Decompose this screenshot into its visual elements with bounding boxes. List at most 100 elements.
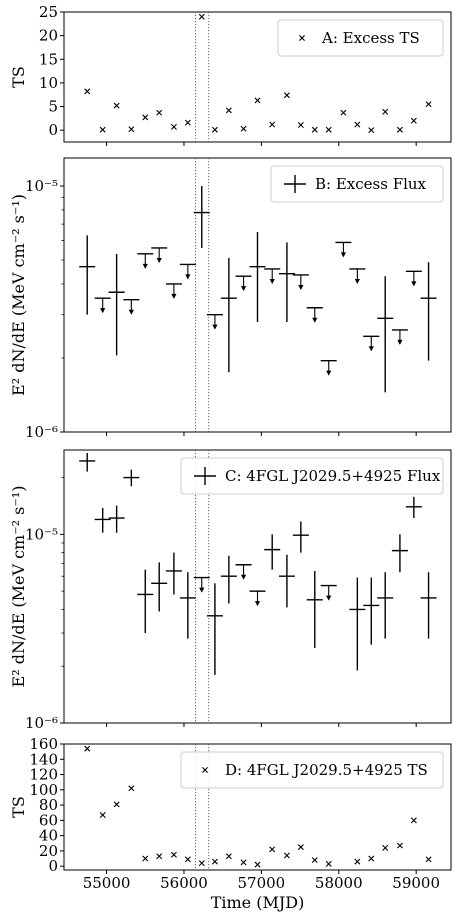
flux-measurement [349, 577, 366, 671]
flux-measurement [292, 521, 309, 553]
data-point [396, 842, 403, 849]
upper-limit [249, 590, 266, 607]
flux-measurement [137, 569, 154, 633]
data-point [382, 844, 389, 851]
data-point [198, 860, 205, 867]
y-tick-label: 10⁻⁵ [25, 525, 58, 543]
panel-C-frame [63, 449, 452, 724]
upper-limit [335, 241, 352, 258]
legend: C: 4FGL J2029.5+4925 Flux [180, 457, 444, 495]
data-point [254, 97, 261, 104]
data-point [283, 92, 290, 99]
flux-measurement [165, 552, 182, 595]
y-tick-label: 15 [39, 50, 58, 68]
y-tick-label: 10 [39, 74, 58, 92]
x-tick-label: 57000 [238, 874, 286, 892]
y-tick-label: 20 [39, 842, 58, 860]
data-point [113, 102, 120, 109]
data-point [128, 126, 135, 133]
upper-limit [137, 253, 154, 269]
y-tick-label: 80 [39, 796, 58, 814]
y-tick-label: 140 [29, 750, 58, 768]
flux-measurement [79, 235, 96, 315]
upper-limit [349, 268, 366, 284]
upper-limit [123, 299, 140, 315]
y-tick-label: 40 [39, 827, 58, 845]
upper-limit [320, 584, 337, 601]
data-point [84, 745, 91, 752]
legend: D: 4FGL J2029.5+4925 TS [180, 751, 444, 789]
data-point [297, 844, 304, 851]
upper-limit [320, 359, 337, 376]
data-point [156, 109, 163, 116]
panel-B-frame [63, 157, 452, 433]
y-tick-label: 160 [29, 735, 58, 753]
data-point [425, 101, 432, 108]
flux-measurement [377, 276, 394, 393]
flux-measurement [278, 554, 295, 608]
flux-measurement [264, 534, 281, 570]
flux-measurement [220, 555, 237, 604]
flux-measurement [420, 262, 437, 361]
flux-measurement [193, 186, 210, 248]
legend-label: A: Excess TS [321, 29, 420, 47]
data-point [225, 107, 232, 114]
y-axis-label: TS [9, 796, 28, 818]
data-point [354, 121, 361, 128]
panel-A: 0 5 10 15 20 25 TS A: Excess TS [9, 3, 452, 146]
panel-A-frame [63, 11, 452, 143]
y-tick-label: 120 [29, 766, 58, 784]
flux-measurement [278, 242, 295, 323]
data-point [425, 856, 432, 863]
panel-D: 55000 56000 57000 58000 59000 020406080100120… [9, 735, 452, 892]
upper-limit [391, 329, 408, 345]
data-point [211, 858, 218, 865]
data-point [198, 13, 205, 20]
upper-limit [235, 564, 252, 580]
flux-measurement [151, 562, 168, 612]
x-tick-label: 58000 [315, 874, 363, 892]
flux-measurement [179, 572, 196, 639]
upper-limit [292, 274, 309, 290]
flux-measurement [420, 572, 437, 639]
y-tick-label: 0 [48, 121, 58, 139]
x-tick-label: 56000 [160, 874, 208, 892]
data-point [240, 125, 247, 132]
data-point [410, 817, 417, 824]
y-tick-label: 25 [39, 3, 58, 21]
flux-measurement [220, 257, 237, 373]
flux-measurement [363, 577, 380, 645]
flux-measurement [405, 496, 422, 519]
data-point [170, 123, 177, 130]
data-point [113, 801, 120, 808]
y-axis-label: TS [9, 66, 28, 88]
data-point [410, 117, 417, 124]
data-point [99, 812, 106, 819]
upper-limit [264, 268, 281, 284]
data-point [240, 859, 247, 866]
flux-measurement [108, 505, 125, 533]
data-point [297, 121, 304, 128]
data-point [396, 126, 403, 133]
upper-limit [165, 283, 182, 299]
flux-measurement [249, 232, 266, 323]
data-point [99, 126, 106, 133]
y-tick-label: 60 [39, 811, 58, 829]
upper-limit [405, 270, 422, 287]
upper-limit [151, 247, 168, 263]
panel-C: 10⁻⁶ 10⁻⁵E² dN/dE (MeV cm⁻² s⁻¹) C: 4FGL J… [9, 449, 452, 732]
data-point [382, 108, 389, 115]
data-point [184, 119, 191, 126]
y-tick-label: 100 [29, 781, 58, 799]
data-point [184, 856, 191, 863]
y-tick-label: 10⁻⁶ [25, 714, 58, 732]
data-point [311, 126, 318, 133]
data-point [225, 853, 232, 860]
legend-marker [202, 767, 208, 773]
panel-B-series [79, 186, 437, 393]
flux-measurement [79, 452, 96, 472]
data-point [325, 860, 332, 867]
legend-label: D: 4FGL J2029.5+4925 TS [225, 761, 428, 779]
flux-measurement [123, 469, 140, 487]
legend: A: Excess TS [277, 19, 444, 57]
